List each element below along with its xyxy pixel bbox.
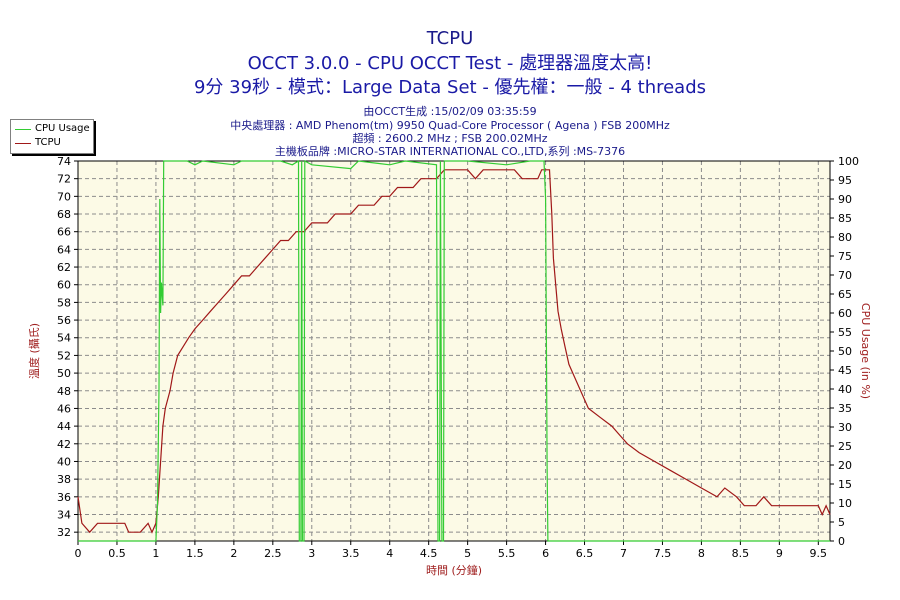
x-tick-label: 0.5 [108, 547, 126, 560]
y-left-tick-label: 42 [57, 438, 71, 451]
y-left-tick-label: 66 [57, 226, 71, 239]
x-tick-label: 7.5 [654, 547, 672, 560]
y-right-tick-label: 15 [838, 478, 852, 491]
y-left-tick-label: 54 [57, 332, 71, 345]
x-tick-label: 2 [230, 547, 237, 560]
y-right-tick-label: 60 [838, 307, 852, 320]
x-tick-label: 5.5 [498, 547, 516, 560]
x-tick-label: 9.5 [810, 547, 828, 560]
y-left-tick-label: 70 [57, 190, 71, 203]
x-tick-label: 7 [620, 547, 627, 560]
y-right-tick-label: 45 [838, 364, 852, 377]
y-right-tick-label: 100 [838, 155, 859, 168]
x-tick-label: 4.5 [420, 547, 438, 560]
y-left-tick-label: 68 [57, 208, 71, 221]
y-right-tick-label: 30 [838, 421, 852, 434]
clock-info: 超頻 : 2600.2 MHz ; FSB 200.02MHz [352, 132, 548, 145]
x-tick-label: 0 [75, 547, 82, 560]
legend-swatch-cpu-usage [15, 129, 31, 130]
x-tick-label: 1 [152, 547, 159, 560]
y-left-tick-label: 36 [57, 491, 71, 504]
y-left-tick-label: 48 [57, 385, 71, 398]
x-tick-label: 6 [542, 547, 549, 560]
y-right-tick-label: 75 [838, 250, 852, 263]
y-right-tick-label: 85 [838, 212, 852, 225]
y-left-tick-label: 40 [57, 455, 71, 468]
x-tick-label: 6.5 [576, 547, 594, 560]
x-tick-label: 8.5 [732, 547, 750, 560]
y-right-tick-label: 0 [838, 535, 845, 548]
x-tick-label: 3.5 [342, 547, 360, 560]
y-left-tick-label: 62 [57, 261, 71, 274]
y-right-tick-label: 25 [838, 440, 852, 453]
y-left-tick-label: 56 [57, 314, 71, 327]
y-right-tick-label: 55 [838, 326, 852, 339]
y-left-tick-label: 60 [57, 279, 71, 292]
y-left-tick-label: 52 [57, 349, 71, 362]
y-left-tick-label: 64 [57, 243, 71, 256]
motherboard-info: 主機板品牌 :MICRO-STAR INTERNATIONAL CO.,LTD,… [274, 145, 626, 158]
x-axis-label: 時間 (分鐘) [426, 563, 482, 577]
y-left-tick-label: 72 [57, 173, 71, 186]
y-left-tick-label: 50 [57, 367, 71, 380]
y-right-tick-label: 40 [838, 383, 852, 396]
series-line-cpu-usage [78, 159, 830, 542]
series-line-tcpu [77, 169, 831, 534]
y-right-tick-label: 10 [838, 497, 852, 510]
y-left-tick-label: 58 [57, 296, 71, 309]
y-right-tick-label: 80 [838, 231, 852, 244]
y-right-tick-label: 35 [838, 402, 852, 415]
x-tick-label: 4 [386, 547, 393, 560]
legend-label-tcpu: TCPU [35, 137, 61, 148]
x-tick-label: 1.5 [186, 547, 204, 560]
y-right-tick-label: 95 [838, 174, 852, 187]
x-tick-label: 8 [698, 547, 705, 560]
chart-title: TCPU [426, 28, 474, 49]
y-right-tick-label: 70 [838, 269, 852, 282]
x-tick-label: 9 [776, 547, 783, 560]
y-left-tick-label: 34 [57, 508, 71, 521]
legend-swatch-tcpu [15, 143, 31, 144]
y-right-tick-label: 20 [838, 459, 852, 472]
chart-subtitle: OCCT 3.0.0 - CPU OCCT Test - 處理器溫度太高! [247, 53, 653, 74]
plot-background [78, 161, 830, 541]
y-left-tick-label: 38 [57, 473, 71, 486]
x-tick-label: 3 [308, 547, 315, 560]
y-right-tick-label: 90 [838, 193, 852, 206]
x-tick-label: 2.5 [264, 547, 282, 560]
y-left-tick-label: 32 [57, 526, 71, 539]
cpu-info: 中央處理器 : AMD Phenom(tm) 9950 Quad-Core Pr… [230, 119, 670, 132]
chart-legend: CPU Usage TCPU [10, 119, 94, 154]
y-left-tick-label: 44 [57, 420, 71, 433]
test-info: 9分 39秒 - 模式：Large Data Set - 優先權：一般 - 4 … [193, 77, 707, 98]
y-left-axis-label: 溫度 (攝氏) [27, 323, 41, 379]
legend-label-cpu-usage: CPU Usage [35, 123, 90, 134]
y-left-tick-label: 46 [57, 402, 71, 415]
y-left-tick-label: 74 [57, 155, 71, 168]
y-right-tick-label: 50 [838, 345, 852, 358]
generated-info: 由OCCT生成 :15/02/09 03:35:59 [363, 105, 537, 118]
x-tick-label: 5 [464, 547, 471, 560]
y-right-tick-label: 65 [838, 288, 852, 301]
y-right-axis-label: CPU Usage (in %) [859, 303, 872, 399]
y-right-tick-label: 5 [838, 516, 845, 529]
